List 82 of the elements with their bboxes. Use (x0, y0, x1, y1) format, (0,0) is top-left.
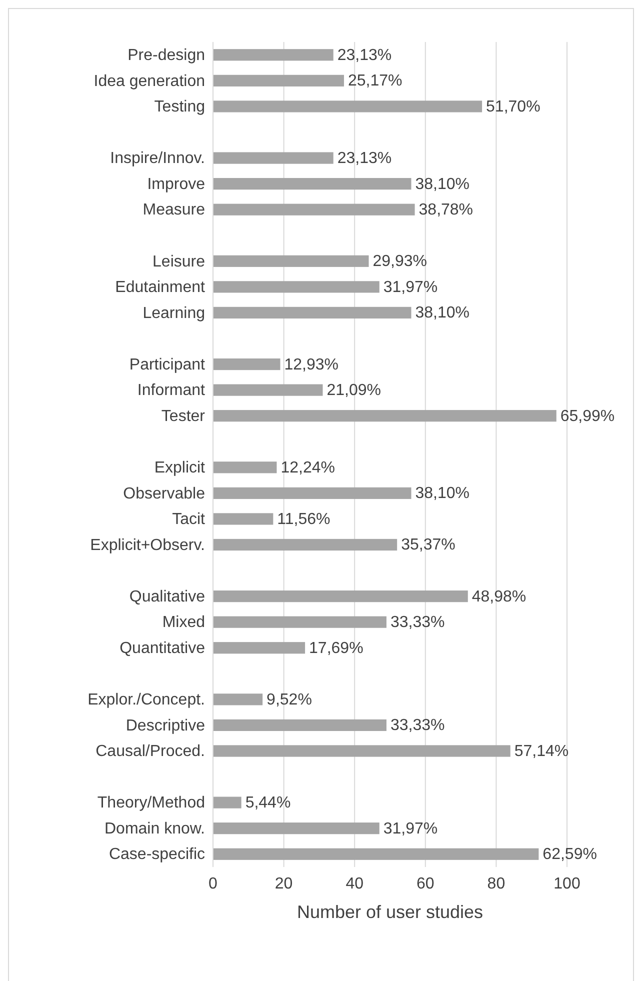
x-tick-label: 100 (554, 875, 580, 892)
annotation: 62,59% (542, 846, 597, 864)
y-tick-label: Idea generation (94, 72, 205, 90)
annotation: 33,33% (390, 614, 445, 632)
x-tick-label: 80 (487, 875, 506, 892)
bar (213, 178, 412, 190)
bar (213, 306, 412, 319)
y-tick-label: Causal/Proced. (96, 743, 205, 760)
annotation: 31,97% (383, 278, 438, 296)
annotation: 21,09% (326, 382, 382, 400)
bar (213, 487, 412, 499)
y-tick-label: Explicit (154, 460, 206, 477)
y-tick-label: Tester (161, 408, 206, 425)
y-tick-label: Learning (142, 304, 205, 322)
x-tick-label: 20 (274, 875, 293, 892)
annotation: 38,10% (415, 176, 470, 193)
y-tick-label: Explicit+Observ. (90, 536, 205, 554)
annotation: 23,13% (337, 150, 392, 168)
y-tick-label: Testing (154, 98, 205, 116)
y-tick-label: Participant (129, 356, 206, 374)
x-tick-label: 40 (346, 875, 364, 892)
y-tick-label: Edutainment (115, 279, 206, 296)
y-tick-label: Leisure (152, 253, 206, 270)
annotation: 25,17% (348, 72, 402, 90)
annotation: 11,56% (277, 510, 330, 528)
bar (213, 410, 556, 422)
annotation: 29,93% (372, 253, 428, 270)
annotation: 38,10% (415, 304, 470, 322)
x-tick-label: 60 (416, 875, 434, 892)
y-tick-label: Pre-design (128, 47, 205, 64)
bar (213, 590, 468, 602)
annotation: 57,14% (514, 742, 569, 760)
y-tick-label: Descriptive (126, 717, 206, 734)
y-tick-label: Observable (123, 485, 206, 502)
annotation: 65,99% (560, 408, 615, 425)
y-tick-label: Case-specific (108, 846, 205, 864)
annotation: 31,97% (383, 820, 438, 838)
bar (213, 513, 274, 525)
y-tick-label: Explor./Concept. (88, 692, 205, 709)
bar (213, 358, 280, 370)
bar (213, 74, 344, 86)
bar (213, 49, 334, 61)
x-tick-label: 0 (208, 875, 218, 892)
bar (213, 152, 334, 164)
bar (213, 796, 242, 808)
bar (213, 719, 386, 732)
bar (213, 745, 510, 757)
bar (213, 100, 482, 112)
bar (213, 848, 539, 860)
bar (213, 642, 306, 654)
annotation: 12,93% (284, 356, 339, 374)
annotation: 33,33% (390, 717, 445, 734)
y-tick-label: Improve (147, 176, 206, 193)
bar (213, 384, 323, 396)
y-tick-label: Inspire/Innov. (110, 150, 205, 168)
y-tick-label: Mixed (162, 614, 205, 632)
annotation: 38,78% (418, 202, 474, 219)
annotation: 5,44% (245, 794, 291, 812)
annotation: 12,24% (280, 459, 335, 476)
annotation: 38,10% (415, 485, 470, 502)
bar (213, 616, 386, 628)
annotation: 9,52% (266, 691, 312, 708)
y-tick-label: Theory/Method (97, 794, 205, 812)
y-tick-label: Qualitative (129, 588, 206, 606)
bar (213, 822, 380, 834)
y-tick-label: Measure (142, 202, 206, 219)
y-tick-label: Tacit (172, 511, 206, 528)
bar (213, 694, 263, 706)
annotation: 48,98% (472, 588, 526, 606)
annotation: 35,37% (401, 536, 456, 554)
annotation: 51,70% (486, 98, 540, 116)
bar (213, 204, 415, 216)
annotation: 17,69% (309, 640, 364, 657)
bar (213, 538, 398, 551)
bar (213, 281, 380, 293)
bar (213, 255, 369, 267)
annotation: 23,13% (337, 46, 392, 64)
bar (213, 462, 277, 474)
y-tick-label: Quantitative (120, 640, 206, 657)
y-tick-label: Domain know. (104, 820, 205, 838)
x-axis-title: Number of user studies (296, 902, 484, 922)
y-tick-label: Informant (137, 382, 206, 400)
